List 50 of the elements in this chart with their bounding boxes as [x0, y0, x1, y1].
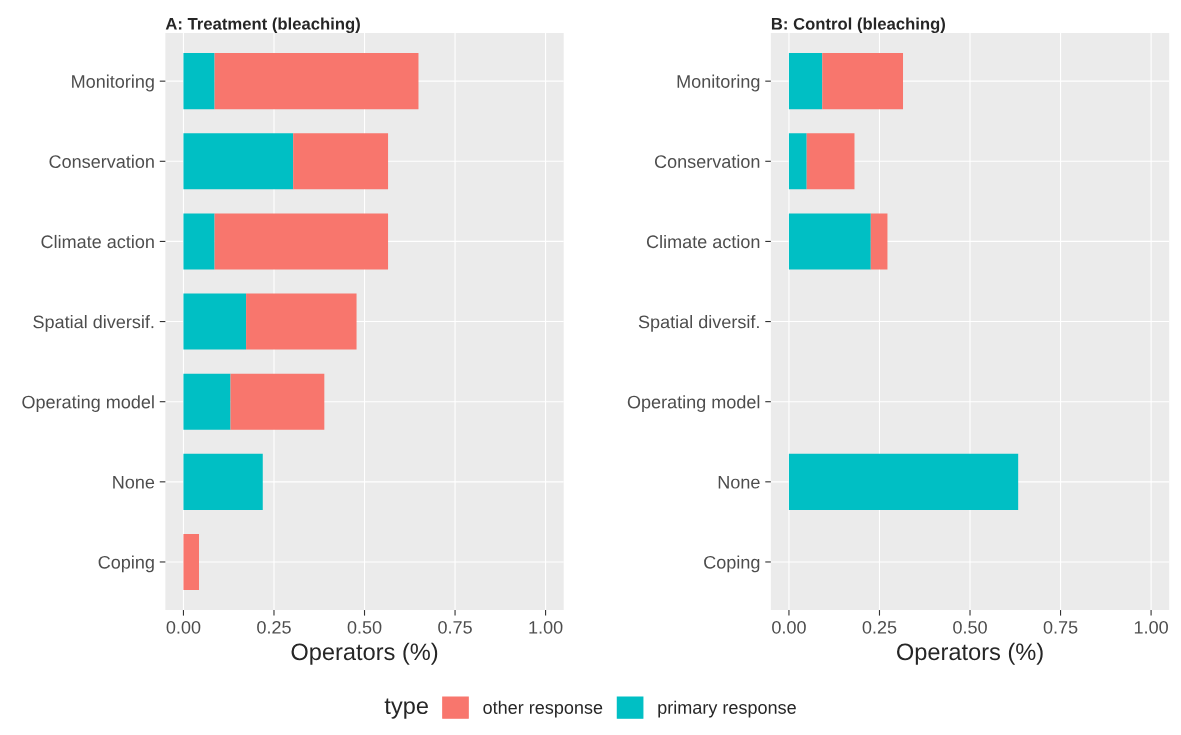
- bar: [806, 133, 855, 190]
- y-tick-label: Coping: [98, 555, 154, 573]
- bar: [214, 213, 389, 270]
- x-tick-label: 1.00: [529, 620, 563, 634]
- y-tick-label: Climate action: [41, 234, 154, 249]
- y-tick-label: Conservation: [49, 154, 154, 169]
- x-tick-label: 0.00: [772, 620, 806, 634]
- y-tick-label: Spatial diversif.: [638, 315, 759, 332]
- x-tick-label: 0.00: [166, 620, 201, 634]
- x-tick-label: 0.75: [438, 620, 472, 634]
- legend-title: type: [384, 698, 428, 719]
- bar: [293, 133, 389, 190]
- bar: [788, 53, 823, 110]
- y-tick-label: Coping: [704, 555, 760, 573]
- bar: [788, 213, 871, 270]
- x-tick-label: 1.00: [1134, 620, 1168, 634]
- chart-title: B: Control (bleaching): [771, 17, 945, 34]
- y-tick-label: Operating model: [627, 395, 760, 412]
- legend-label: primary response: [658, 700, 796, 718]
- bar: [870, 213, 888, 270]
- y-tick-label: Operating model: [22, 395, 154, 412]
- bar: [183, 373, 231, 430]
- y-tick-label: Conservation: [654, 154, 760, 169]
- bar: [822, 53, 904, 110]
- y-tick-label: Monitoring: [677, 74, 760, 92]
- legend-label: other response: [483, 700, 603, 718]
- y-tick-label: Climate action: [646, 234, 760, 249]
- x-tick-label: 0.50: [347, 620, 382, 634]
- bar: [183, 53, 215, 110]
- y-tick-label: None: [718, 475, 760, 489]
- x-tick-label: 0.25: [862, 620, 897, 634]
- bar: [183, 453, 263, 510]
- y-tick-label: None: [113, 475, 155, 489]
- x-tick-label: 0.75: [1043, 620, 1078, 634]
- x-tick-label: 0.50: [953, 620, 987, 634]
- bar: [230, 373, 325, 430]
- x-axis-title: Operators (%): [291, 642, 438, 665]
- bar: [183, 293, 247, 350]
- bar: [788, 453, 1019, 510]
- x-axis-title: Operators (%): [897, 642, 1043, 665]
- bar: [788, 133, 807, 190]
- y-tick-label: Spatial diversif.: [33, 315, 154, 332]
- bar: [214, 53, 419, 110]
- x-tick-label: 0.25: [257, 620, 291, 634]
- bar: [183, 213, 215, 270]
- chart-title: A: Treatment (bleaching): [165, 17, 360, 34]
- bar: [183, 133, 294, 190]
- y-tick-label: Monitoring: [72, 74, 154, 92]
- bar: [246, 293, 357, 350]
- bar: [183, 533, 200, 591]
